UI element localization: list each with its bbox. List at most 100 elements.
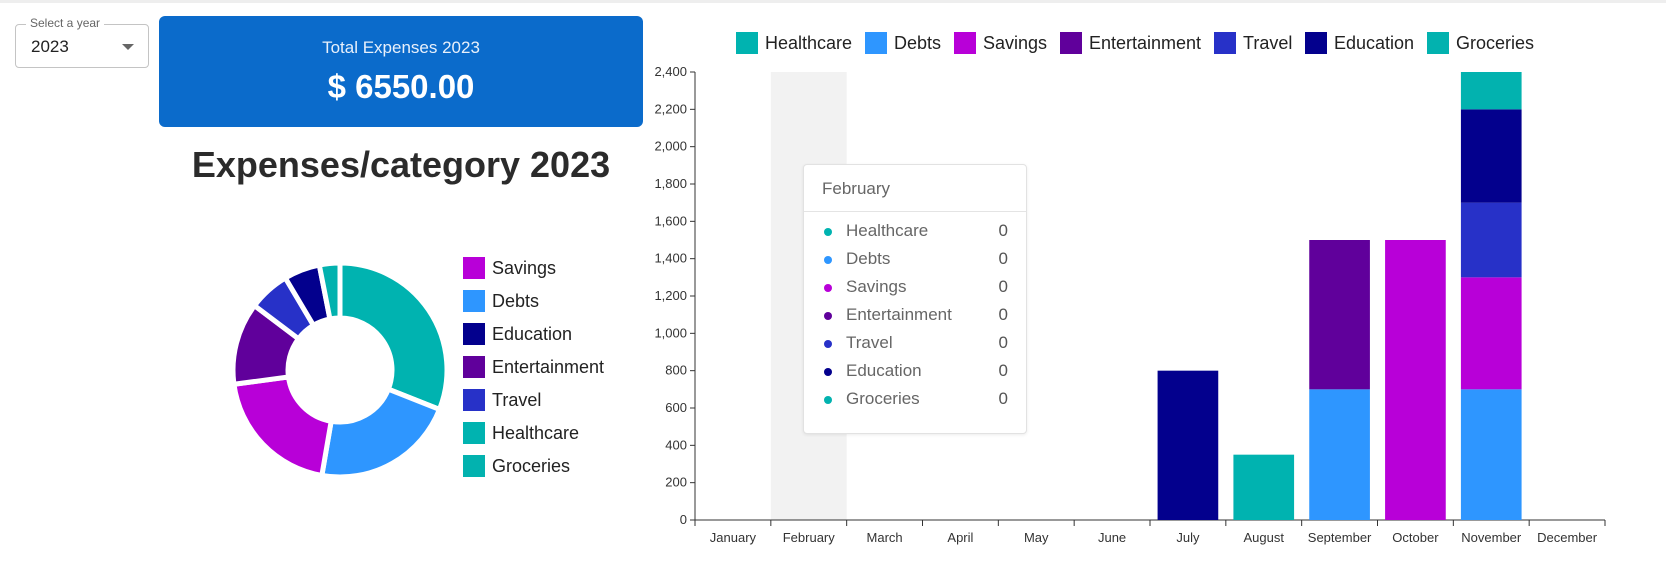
chevron-down-icon[interactable] [122, 44, 134, 50]
legend-label: Education [492, 324, 573, 344]
bar-august-healthcare[interactable] [1233, 454, 1295, 520]
tooltip-dot-icon [824, 284, 832, 292]
y-tick-label: 2,400 [654, 64, 687, 79]
total-expenses-card: Total Expenses 2023 $ 6550.00 [159, 16, 643, 127]
pie-slice-education[interactable] [231, 374, 335, 479]
y-tick-label: 0 [680, 512, 687, 527]
total-expenses-label: Total Expenses 2023 [322, 38, 480, 57]
legend-label: Entertainment [492, 357, 605, 377]
legend-label: Debts [492, 291, 540, 311]
legend-swatch [463, 323, 485, 345]
tooltip-row-healthcare: Healthcare 0 [822, 221, 1008, 243]
tooltip-row-label: Travel [846, 333, 893, 352]
x-tick-label-december: December [1537, 530, 1598, 545]
legend-swatch [463, 290, 485, 312]
tooltip-month: February [822, 179, 891, 198]
tooltip-row-label: Groceries [846, 389, 920, 408]
year-select-label: Select a year [26, 16, 105, 30]
tooltip-row-label: Debts [846, 249, 891, 268]
legend-swatch [463, 389, 485, 411]
y-tick-label: 1,800 [654, 176, 687, 191]
x-tick-label-july: July [1176, 530, 1200, 545]
tooltip-row-label: Savings [846, 277, 907, 296]
tooltip-row-label: Education [846, 361, 922, 380]
tooltip-dot-icon [824, 312, 832, 320]
pie-slice-debts[interactable] [318, 385, 443, 480]
x-tick-label-january: January [710, 530, 757, 545]
y-tick-label: 1,200 [654, 288, 687, 303]
legend-swatch [1427, 32, 1449, 54]
bar-november-travel[interactable] [1460, 202, 1522, 278]
legend-swatch [954, 32, 976, 54]
legend-swatch [1214, 32, 1236, 54]
y-tick-label: 200 [665, 475, 687, 490]
tooltip-row-travel: Travel 0 [822, 333, 1008, 355]
tooltip-row-value: 0 [998, 389, 1008, 408]
bar-november-groceries[interactable] [1460, 72, 1522, 110]
pie-chart-title: Expenses/category 2023 [191, 144, 611, 185]
legend-label: Education [1334, 33, 1415, 53]
total-expenses-value: $ 6550.00 [327, 68, 475, 105]
bar-september-entertainment[interactable] [1309, 240, 1370, 390]
x-tick-label-june: June [1098, 530, 1126, 545]
legend-label: Savings [983, 33, 1048, 53]
y-tick-label: 600 [665, 400, 687, 415]
legend-swatch [463, 422, 485, 444]
tooltip-row-value: 0 [998, 221, 1008, 240]
y-tick-label: 1,600 [654, 213, 687, 228]
y-tick-label: 2,000 [654, 139, 687, 154]
stacked-bar-chart: 0 200 400 600 800 1,000 1,200 1,400 1,600 1,800 2,… [654, 64, 1606, 545]
bar-november-education[interactable] [1460, 109, 1522, 203]
top-divider [0, 0, 1666, 3]
tooltip-dot-icon [824, 256, 832, 264]
tooltip-row-groceries: Groceries 0 [822, 389, 1008, 411]
pie-slice-groceries[interactable] [316, 260, 343, 322]
bar-november-savings[interactable] [1460, 277, 1522, 390]
legend-label: Healthcare [492, 423, 580, 443]
y-tick-label: 400 [665, 437, 687, 452]
legend-swatch [1305, 32, 1327, 54]
tooltip-dot-icon [824, 228, 832, 236]
legend-swatch [736, 32, 758, 54]
y-tick-label: 1,000 [654, 325, 687, 340]
tooltip-dot-icon [824, 340, 832, 348]
x-tick-label-february: February [783, 530, 836, 545]
legend-swatch [463, 257, 485, 279]
bar-september-debts[interactable] [1309, 389, 1370, 520]
tooltip-row-debts: Debts 0 [822, 249, 1008, 271]
legend-label: Travel [492, 390, 542, 410]
y-tick-label: 2,200 [654, 101, 687, 116]
legend-label: Groceries [1456, 33, 1535, 53]
legend-label: Groceries [492, 456, 571, 476]
x-tick-label-march: March [867, 530, 903, 545]
tooltip-divider [804, 211, 1026, 212]
legend-swatch [463, 455, 485, 477]
x-tick-label-august: August [1244, 530, 1285, 545]
legend-label: Debts [894, 33, 942, 53]
tooltip-dot-icon [824, 396, 832, 404]
donut-chart [230, 260, 450, 480]
tooltip-row-label: Entertainment [846, 305, 952, 324]
year-select-value: 2023 [31, 37, 69, 56]
tooltip-dot-icon [824, 368, 832, 376]
tooltip-row-savings: Savings 0 [822, 277, 1008, 299]
tooltip-row-entertainment: Entertainment 0 [822, 305, 1008, 327]
tooltip-row-value: 0 [998, 249, 1008, 268]
bar-november-debts[interactable] [1460, 389, 1522, 520]
year-select[interactable]: Select a year 2023 [15, 16, 149, 68]
tooltip-row-value: 0 [998, 277, 1008, 296]
tooltip-row-value: 0 [998, 333, 1008, 352]
y-tick-label: 800 [665, 363, 687, 378]
bar-october-savings[interactable] [1385, 240, 1446, 520]
tooltip-row-value: 0 [998, 361, 1008, 380]
tooltip-row-education: Education 0 [822, 361, 1008, 383]
y-tick-label: 1,400 [654, 251, 687, 266]
pie-slice-savings[interactable] [337, 260, 450, 413]
bar-july-education[interactable] [1157, 370, 1219, 520]
x-tick-label-october: October [1392, 530, 1439, 545]
x-tick-label-november: November [1461, 530, 1522, 545]
legend-label: Healthcare [765, 33, 853, 53]
legend-label: Savings [492, 258, 557, 278]
legend-label: Entertainment [1089, 33, 1202, 53]
x-tick-label-april: April [947, 530, 973, 545]
